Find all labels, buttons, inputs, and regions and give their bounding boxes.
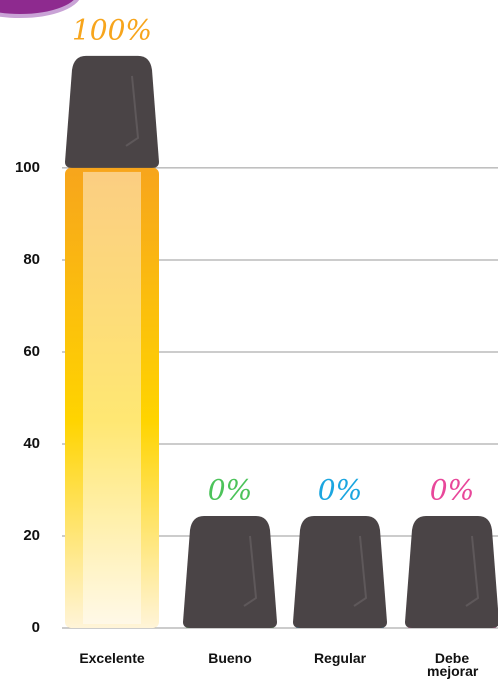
marker-cap — [183, 516, 277, 628]
x-tick-label: Debe mejorar — [427, 650, 479, 679]
corner-decoration — [0, 0, 80, 18]
x-tick-label: Bueno — [208, 650, 252, 666]
marker-cap — [65, 55, 159, 168]
y-tick-label: 60 — [23, 343, 40, 360]
value-label: 0% — [430, 474, 474, 507]
x-tick-label: Regular — [313, 650, 367, 666]
y-tick-label: 0 — [32, 619, 40, 636]
x-tick-label: Excelente — [79, 650, 145, 666]
value-label: 0% — [318, 474, 362, 507]
value-label: 0% — [208, 474, 252, 507]
marker-cap — [405, 516, 498, 628]
bar-highlight — [83, 171, 141, 624]
marker-cap-shine — [243, 535, 258, 607]
y-tick-label: 80 — [23, 251, 40, 268]
marker-cap-shine — [125, 75, 140, 147]
y-tick-label: 20 — [23, 527, 40, 544]
y-tick-label: 40 — [23, 435, 40, 452]
value-label: 100% — [72, 13, 152, 46]
y-tick-label: 100 — [15, 159, 40, 176]
bar — [65, 167, 159, 628]
marker-cap-shine — [353, 535, 368, 607]
marker-cap-shine — [465, 535, 480, 607]
marker-cap — [293, 516, 387, 628]
